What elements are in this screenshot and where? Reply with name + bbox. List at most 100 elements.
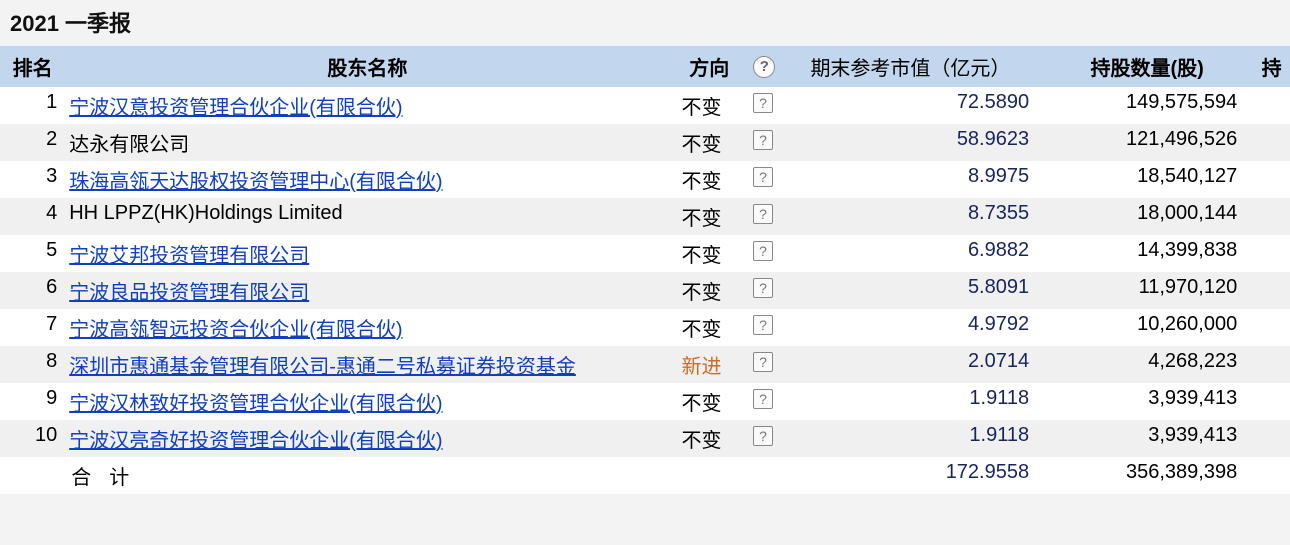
cell-shares: 3,939,413 [1049, 383, 1253, 420]
table-row: 1 宁波汉意投资管理合伙企业(有限合伙) 不变? 72.5890149,575,594 [0, 87, 1290, 124]
cell-market-value: 72.5890 [784, 87, 1049, 124]
cell-market-value: 1.9118 [784, 383, 1049, 420]
cell-shareholder-name: 宁波良品投资管理有限公司 [61, 272, 673, 309]
help-icon[interactable]: ? [753, 241, 773, 261]
cell-direction [674, 457, 745, 494]
shareholder-link[interactable]: 宁波汉亮奇好投资管理合伙企业(有限合伙) [69, 430, 442, 452]
cell-direction: 不变 [674, 309, 745, 346]
col-header-name: 股东名称 [61, 46, 673, 87]
shareholder-link[interactable]: 宁波高瓴智远投资合伙企业(有限合伙) [69, 319, 402, 341]
cell-help: ? [745, 198, 784, 235]
cell-extra [1253, 272, 1290, 309]
col-header-rank: 排名 [0, 46, 61, 87]
cell-shareholder-name: 宁波汉亮奇好投资管理合伙企业(有限合伙) [61, 420, 673, 457]
table-row: 6宁波良品投资管理有限公司不变?5.809111,970,120 [0, 272, 1290, 309]
shareholder-link[interactable]: 宁波良品投资管理有限公司 [69, 282, 309, 304]
cell-market-value: 8.7355 [784, 198, 1049, 235]
help-icon[interactable]: ? [753, 389, 773, 409]
cell-help [745, 457, 784, 494]
cell-extra [1253, 235, 1290, 272]
cell-help: ? [745, 161, 784, 198]
shareholder-link[interactable]: 宁波汉林致好投资管理合伙企业(有限合伙) [69, 393, 442, 415]
col-header-help[interactable]: ? [745, 46, 784, 87]
cell-extra [1253, 87, 1290, 124]
cell-market-value: 58.9623 [784, 124, 1049, 161]
cell-help: ? [745, 272, 784, 309]
help-icon[interactable]: ? [753, 315, 773, 335]
help-icon[interactable]: ? [753, 204, 773, 224]
help-icon[interactable]: ? [753, 93, 773, 113]
cell-rank: 1 [0, 87, 61, 124]
table-row: 10宁波汉亮奇好投资管理合伙企业(有限合伙)不变?1.91183,939,413 [0, 420, 1290, 457]
cell-market-value: 5.8091 [784, 272, 1049, 309]
help-icon[interactable]: ? [753, 56, 775, 78]
cell-shares: 11,970,120 [1049, 272, 1253, 309]
cell-direction: 不变 [674, 198, 745, 235]
cell-rank: 2 [0, 124, 61, 161]
cell-rank: 4 [0, 198, 61, 235]
shareholder-link[interactable]: 珠海高瓴天达股权投资管理中心(有限合伙) [69, 171, 442, 193]
table-row: 8深圳市惠通基金管理有限公司-惠通二号私募证券投资基金新进?2.07144,26… [0, 346, 1290, 383]
shareholder-table: 排名 股东名称 方向 ? 期末参考市值（亿元） 持股数量(股) 持 1 宁波汉意投… [0, 46, 1290, 494]
cell-shares: 18,540,127 [1049, 161, 1253, 198]
cell-direction: 不变 [674, 383, 745, 420]
cell-shares: 149,575,594 [1049, 87, 1253, 124]
help-icon[interactable]: ? [753, 352, 773, 372]
cell-market-value: 1.9118 [784, 420, 1049, 457]
cell-direction: 不变 [674, 420, 745, 457]
cell-rank: 8 [0, 346, 61, 383]
cell-market-value: 6.9882 [784, 235, 1049, 272]
cell-extra [1253, 346, 1290, 383]
cell-direction: 不变 [674, 235, 745, 272]
cell-shares: 4,268,223 [1049, 346, 1253, 383]
cell-shareholder-name: 宁波艾邦投资管理有限公司 [61, 235, 673, 272]
cell-shareholder-name: 宁波汉意投资管理合伙企业(有限合伙) [61, 87, 673, 124]
cell-shareholder-name: 深圳市惠通基金管理有限公司-惠通二号私募证券投资基金 [61, 346, 673, 383]
cell-extra [1253, 420, 1290, 457]
help-icon[interactable]: ? [753, 426, 773, 446]
cell-total-market-value: 172.9558 [784, 457, 1049, 494]
cell-total-shares: 356,389,398 [1049, 457, 1253, 494]
table-row: 7宁波高瓴智远投资合伙企业(有限合伙)不变?4.979210,260,000 [0, 309, 1290, 346]
shareholder-link[interactable]: 宁波汉意投资管理合伙企业(有限合伙) [69, 97, 402, 119]
table-row: 9 宁波汉林致好投资管理合伙企业(有限合伙) 不变? 1.91183,939,413 [0, 383, 1290, 420]
cell-direction: 不变 [674, 87, 745, 124]
cell-help: ? [745, 383, 784, 420]
shareholder-table-container: 2021 一季报 排名 股东名称 方向 ? 期末参考市值（亿元） 持股数量(股)… [0, 0, 1290, 494]
cell-extra [1253, 161, 1290, 198]
table-row: 5宁波艾邦投资管理有限公司不变?6.988214,399,838 [0, 235, 1290, 272]
shareholder-link[interactable]: 宁波艾邦投资管理有限公司 [69, 245, 309, 267]
col-header-extra: 持 [1253, 46, 1290, 87]
table-header-row: 排名 股东名称 方向 ? 期末参考市值（亿元） 持股数量(股) 持 [0, 46, 1290, 87]
cell-extra [1253, 383, 1290, 420]
help-icon[interactable]: ? [753, 167, 773, 187]
cell-help: ? [745, 124, 784, 161]
help-icon[interactable]: ? [753, 130, 773, 150]
cell-help: ? [745, 346, 784, 383]
help-icon[interactable]: ? [753, 278, 773, 298]
table-total-row: 合计 172.9558356,389,398 [0, 457, 1290, 494]
cell-extra [1253, 198, 1290, 235]
cell-shareholder-name: 达永有限公司 [61, 124, 673, 161]
shareholder-link[interactable]: 深圳市惠通基金管理有限公司-惠通二号私募证券投资基金 [69, 356, 576, 378]
cell-extra [1253, 457, 1290, 494]
cell-direction: 不变 [674, 272, 745, 309]
cell-rank: 9 [0, 383, 61, 420]
cell-shares: 14,399,838 [1049, 235, 1253, 272]
cell-rank: 3 [0, 161, 61, 198]
cell-shares: 121,496,526 [1049, 124, 1253, 161]
cell-direction: 不变 [674, 161, 745, 198]
cell-extra [1253, 124, 1290, 161]
cell-shareholder-name: HH LPPZ(HK)Holdings Limited [61, 198, 673, 235]
cell-total-label: 合计 [61, 457, 673, 494]
table-body: 1 宁波汉意投资管理合伙企业(有限合伙) 不变? 72.5890149,575,594… [0, 87, 1290, 494]
cell-market-value: 8.9975 [784, 161, 1049, 198]
col-header-direction: 方向 [674, 46, 745, 87]
cell-direction: 新进 [674, 346, 745, 383]
cell-shareholder-name: 宁波高瓴智远投资合伙企业(有限合伙) [61, 309, 673, 346]
report-title: 2021 一季报 [0, 0, 1290, 46]
cell-help: ? [745, 309, 784, 346]
cell-shares: 10,260,000 [1049, 309, 1253, 346]
cell-rank: 7 [0, 309, 61, 346]
cell-help: ? [745, 235, 784, 272]
